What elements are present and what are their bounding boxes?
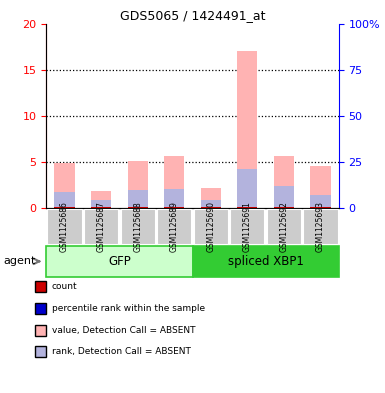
- Bar: [127, 161, 148, 208]
- Bar: [127, 190, 148, 208]
- Text: GFP: GFP: [108, 255, 131, 268]
- Bar: [91, 200, 111, 208]
- Bar: [237, 207, 258, 208]
- Text: count: count: [52, 283, 78, 291]
- Bar: [164, 207, 184, 208]
- Bar: [310, 195, 331, 208]
- Bar: [164, 156, 184, 208]
- Text: GSM1125687: GSM1125687: [97, 202, 105, 252]
- Text: GSM1125691: GSM1125691: [243, 202, 252, 252]
- Bar: [164, 189, 184, 208]
- Text: GSM1125686: GSM1125686: [60, 202, 69, 252]
- Bar: [310, 207, 331, 208]
- Bar: [201, 188, 221, 208]
- Bar: [91, 191, 111, 208]
- Text: GSM1125692: GSM1125692: [280, 202, 288, 252]
- Bar: [54, 192, 75, 208]
- Bar: [274, 186, 294, 208]
- Text: GSM1125688: GSM1125688: [133, 202, 142, 252]
- Bar: [310, 166, 331, 208]
- Text: GSM1125689: GSM1125689: [170, 202, 179, 252]
- Bar: [274, 156, 294, 208]
- Bar: [274, 207, 294, 208]
- Text: rank, Detection Call = ABSENT: rank, Detection Call = ABSENT: [52, 347, 191, 356]
- Bar: [127, 207, 148, 208]
- Bar: [237, 51, 258, 208]
- Text: GSM1125693: GSM1125693: [316, 202, 325, 252]
- Title: GDS5065 / 1424491_at: GDS5065 / 1424491_at: [120, 9, 265, 22]
- Bar: [54, 207, 75, 208]
- Text: agent: agent: [4, 256, 36, 266]
- Text: value, Detection Call = ABSENT: value, Detection Call = ABSENT: [52, 326, 196, 334]
- Text: spliced XBP1: spliced XBP1: [228, 255, 304, 268]
- Bar: [201, 200, 221, 208]
- Bar: [201, 207, 221, 208]
- Text: GSM1125690: GSM1125690: [206, 202, 215, 252]
- Bar: [91, 207, 111, 208]
- Bar: [237, 169, 258, 208]
- Text: percentile rank within the sample: percentile rank within the sample: [52, 304, 205, 313]
- Bar: [54, 163, 75, 208]
